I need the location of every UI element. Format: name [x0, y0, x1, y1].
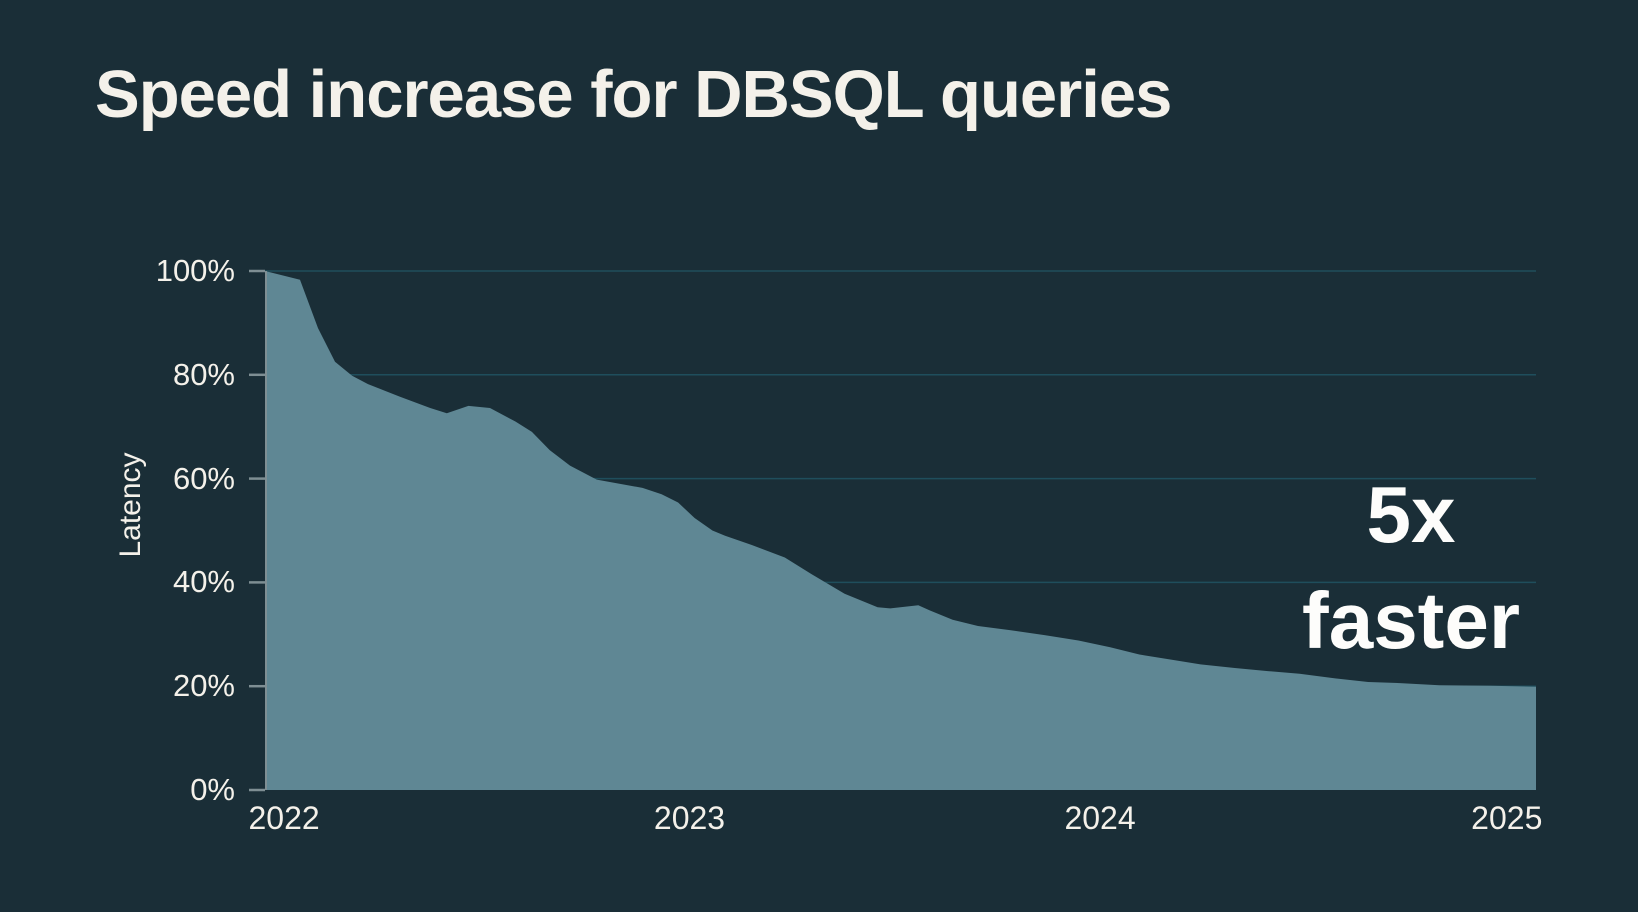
y-tick-label-80%: 80%: [172, 356, 235, 392]
y-tick-label-40%: 40%: [172, 564, 235, 600]
x-tick-label-2025: 2025: [1471, 800, 1543, 836]
annotation-line-2: faster: [1302, 576, 1520, 665]
y-tick-label-60%: 60%: [172, 460, 235, 496]
x-tick-label-2024: 2024: [1064, 800, 1136, 836]
y-axis-title: Latency: [114, 452, 147, 558]
x-tick-label-2022: 2022: [248, 800, 320, 836]
plot-area: [249, 269, 1536, 792]
annotation-5x-faster: 5x faster: [1302, 462, 1520, 674]
y-tick-label-20%: 20%: [172, 668, 235, 704]
latency-area-chart: [249, 269, 1536, 792]
chart-title: Speed increase for DBSQL queries: [95, 57, 1172, 132]
annotation-line-1: 5x: [1366, 470, 1456, 559]
x-tick-label-2023: 2023: [653, 800, 726, 836]
area-fill-latency: [265, 271, 1536, 790]
y-tick-label-100%: 100%: [155, 253, 235, 288]
y-tick-label-0%: 0%: [190, 772, 235, 807]
